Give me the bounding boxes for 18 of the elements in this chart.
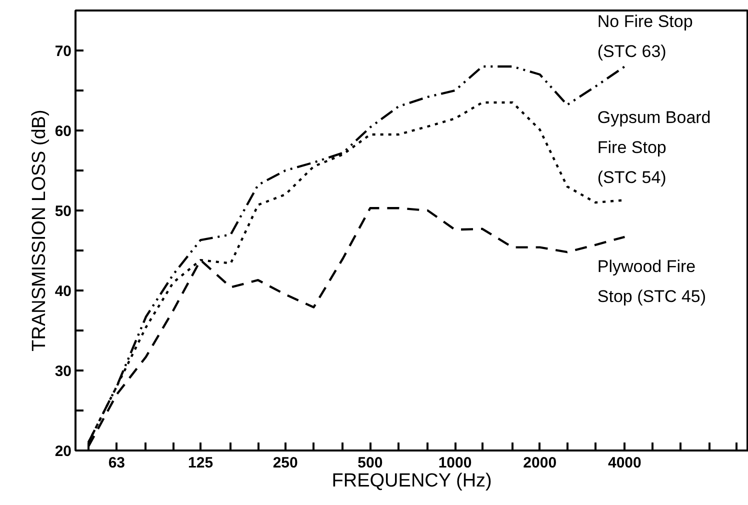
- series-label: No Fire Stop (STC 63): [597, 12, 693, 62]
- x-tick-label: 63: [108, 454, 126, 472]
- x-tick-label: 500: [358, 454, 383, 472]
- y-axis-title: TRANSMISSION LOSS (dB): [28, 110, 50, 352]
- y-tick-label: 50: [54, 203, 72, 220]
- y-tick-label: 30: [54, 363, 72, 380]
- y-tick-label: 70: [54, 43, 72, 60]
- x-tick-label: 1000: [438, 454, 472, 472]
- series-label: Plywood Fire Stop (STC 45): [597, 256, 706, 306]
- x-tick-label: 125: [188, 454, 214, 472]
- y-tick-label: 20: [54, 443, 72, 460]
- x-tick-label: 4000: [608, 454, 642, 472]
- x-tick-label: 250: [272, 454, 298, 472]
- y-tick-label: 40: [54, 283, 72, 300]
- x-axis-title: FREQUENCY (Hz): [332, 470, 492, 492]
- series-label: Gypsum Board Fire Stop (STC 54): [597, 108, 711, 188]
- y-tick-label: 60: [54, 123, 72, 140]
- x-tick-label: 2000: [523, 454, 557, 472]
